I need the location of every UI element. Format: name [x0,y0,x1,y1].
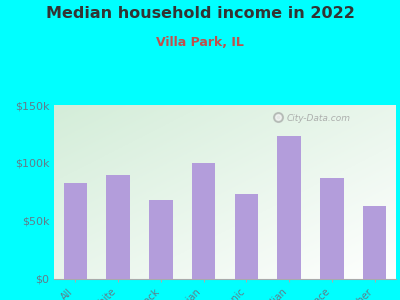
Text: City-Data.com: City-Data.com [286,114,350,123]
Bar [64,183,87,279]
Bar [106,175,130,279]
Bar [149,200,173,279]
Bar [363,206,386,279]
Bar [277,136,301,279]
Text: Median household income in 2022: Median household income in 2022 [46,6,354,21]
Bar [192,163,215,279]
Bar [235,194,258,279]
Bar [320,178,344,279]
Text: Villa Park, IL: Villa Park, IL [156,36,244,49]
